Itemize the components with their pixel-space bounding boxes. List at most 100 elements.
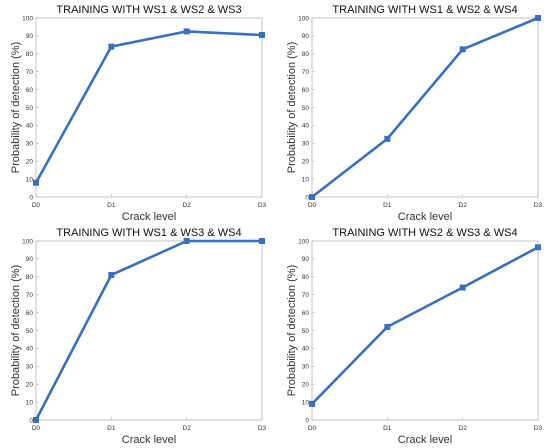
data-point-marker xyxy=(384,135,391,142)
x-tick-label: D0 xyxy=(308,202,317,209)
y-tick-label: 60 xyxy=(26,310,34,317)
x-tick-label: D0 xyxy=(32,425,41,432)
data-point-marker xyxy=(183,28,190,35)
y-tick-label: 10 xyxy=(302,176,310,183)
y-tick-label: 30 xyxy=(302,141,310,148)
y-tick-label: 100 xyxy=(22,15,33,22)
y-tick-label: 0 xyxy=(29,417,33,424)
x-tick-label: D0 xyxy=(32,202,41,209)
data-point-marker xyxy=(459,284,466,291)
series-line xyxy=(310,246,540,406)
y-tick-label: 30 xyxy=(26,141,34,148)
data-point-marker xyxy=(384,323,391,330)
y-tick-label: 40 xyxy=(302,123,310,130)
y-tick-label: 50 xyxy=(302,105,310,112)
chart-panel-2: TRAINING WITH WS1 & WS2 & WS4 0 10 20 30 40 50… xyxy=(286,4,543,223)
y-tick-label: 50 xyxy=(26,328,34,335)
data-point-marker xyxy=(33,179,39,186)
data-point-marker xyxy=(259,238,265,244)
x-axis-label: Crack level xyxy=(398,434,452,446)
y-tick-label: 50 xyxy=(26,105,34,112)
y-tick-label: 30 xyxy=(302,364,310,371)
y-tick-label: 0 xyxy=(305,194,309,201)
x-axis-label: Crack level xyxy=(122,211,176,223)
y-tick-label: 20 xyxy=(26,159,34,166)
x-axis-label: Crack level xyxy=(122,434,176,446)
series-line xyxy=(34,30,264,184)
data-point-marker xyxy=(183,238,190,244)
y-tick-label: 70 xyxy=(26,292,34,299)
plot-area xyxy=(311,240,539,421)
x-tick-label: D3 xyxy=(534,425,543,432)
y-tick-label: 50 xyxy=(302,328,310,335)
x-tick-label: D1 xyxy=(383,425,392,432)
y-tick-label: 80 xyxy=(302,274,310,281)
y-tick-label: 40 xyxy=(26,346,34,353)
x-tick-label: D3 xyxy=(258,425,267,432)
chart-panel-4: TRAINING WITH WS2 & WS3 & WS4 0 10 20 30 40 50… xyxy=(286,227,543,446)
y-tick-label: 10 xyxy=(302,399,310,406)
x-tick-label: D1 xyxy=(107,425,116,432)
y-tick-label: 20 xyxy=(302,382,310,389)
x-tick-label: D2 xyxy=(459,425,468,432)
x-tick-label: D1 xyxy=(383,202,392,209)
y-tick-label: 80 xyxy=(26,274,34,281)
chart-panel-3: TRAINING WITH WS1 & WS3 & WS4 0 10 20 30 40 50… xyxy=(10,227,267,446)
x-tick-label: D0 xyxy=(308,425,317,432)
chart-title: TRAINING WITH WS1 & WS2 & WS3 xyxy=(56,4,241,16)
y-tick-label: 60 xyxy=(302,310,310,317)
y-tick-label: 90 xyxy=(26,33,34,40)
y-axis-label: Probability of detection (%) xyxy=(10,42,22,173)
chart-title: TRAINING WITH WS1 & WS2 & WS4 xyxy=(332,4,517,16)
y-tick-label: 90 xyxy=(302,256,310,263)
y-axis-label: Probability of detection (%) xyxy=(286,42,298,173)
y-tick-label: 30 xyxy=(26,364,34,371)
y-tick-label: 70 xyxy=(302,69,310,76)
y-tick-label: 40 xyxy=(302,346,310,353)
y-tick-label: 90 xyxy=(26,256,34,263)
data-point-marker xyxy=(108,43,115,50)
y-tick-label: 100 xyxy=(298,238,309,245)
chart-panel-1: TRAINING WITH WS1 & WS2 & WS3 0 10 20 30 40 50… xyxy=(10,4,267,223)
y-tick-label: 100 xyxy=(298,15,309,22)
y-tick-label: 100 xyxy=(22,238,33,245)
x-tick-label: D2 xyxy=(183,425,192,432)
x-tick-label: D3 xyxy=(534,202,543,209)
plot-area xyxy=(35,17,263,198)
y-axis-label: Probability of detection (%) xyxy=(10,265,22,396)
data-point-marker xyxy=(309,400,315,407)
y-tick-label: 80 xyxy=(26,51,34,58)
plot-area xyxy=(35,240,263,421)
series-line xyxy=(310,16,540,199)
series-line xyxy=(34,239,264,422)
y-tick-label: 80 xyxy=(302,51,310,58)
data-point-marker xyxy=(459,46,466,53)
x-tick-label: D3 xyxy=(258,202,267,209)
y-tick-label: 40 xyxy=(26,123,34,130)
y-tick-label: 70 xyxy=(302,292,310,299)
x-tick-label: D2 xyxy=(183,202,192,209)
data-point-marker xyxy=(309,194,315,200)
x-tick-label: D2 xyxy=(459,202,468,209)
y-tick-label: 10 xyxy=(26,176,34,183)
y-tick-label: 10 xyxy=(26,399,34,406)
y-tick-label: 20 xyxy=(26,382,34,389)
y-tick-label: 20 xyxy=(302,159,310,166)
data-point-marker xyxy=(535,244,541,251)
data-point-marker xyxy=(259,32,265,39)
chart-title: TRAINING WITH WS2 & WS3 & WS4 xyxy=(332,227,517,239)
y-tick-label: 60 xyxy=(302,87,310,94)
y-tick-label: 0 xyxy=(305,417,309,424)
y-tick-label: 90 xyxy=(302,33,310,40)
y-axis-label: Probability of detection (%) xyxy=(286,265,298,396)
y-tick-label: 70 xyxy=(26,69,34,76)
data-point-marker xyxy=(535,15,541,21)
data-point-marker xyxy=(108,272,115,279)
data-point-marker xyxy=(33,417,39,423)
chart-title: TRAINING WITH WS1 & WS3 & WS4 xyxy=(56,227,241,239)
y-tick-label: 0 xyxy=(29,194,33,201)
x-axis-label: Crack level xyxy=(398,211,452,223)
x-tick-label: D1 xyxy=(107,202,116,209)
y-tick-label: 60 xyxy=(26,87,34,94)
